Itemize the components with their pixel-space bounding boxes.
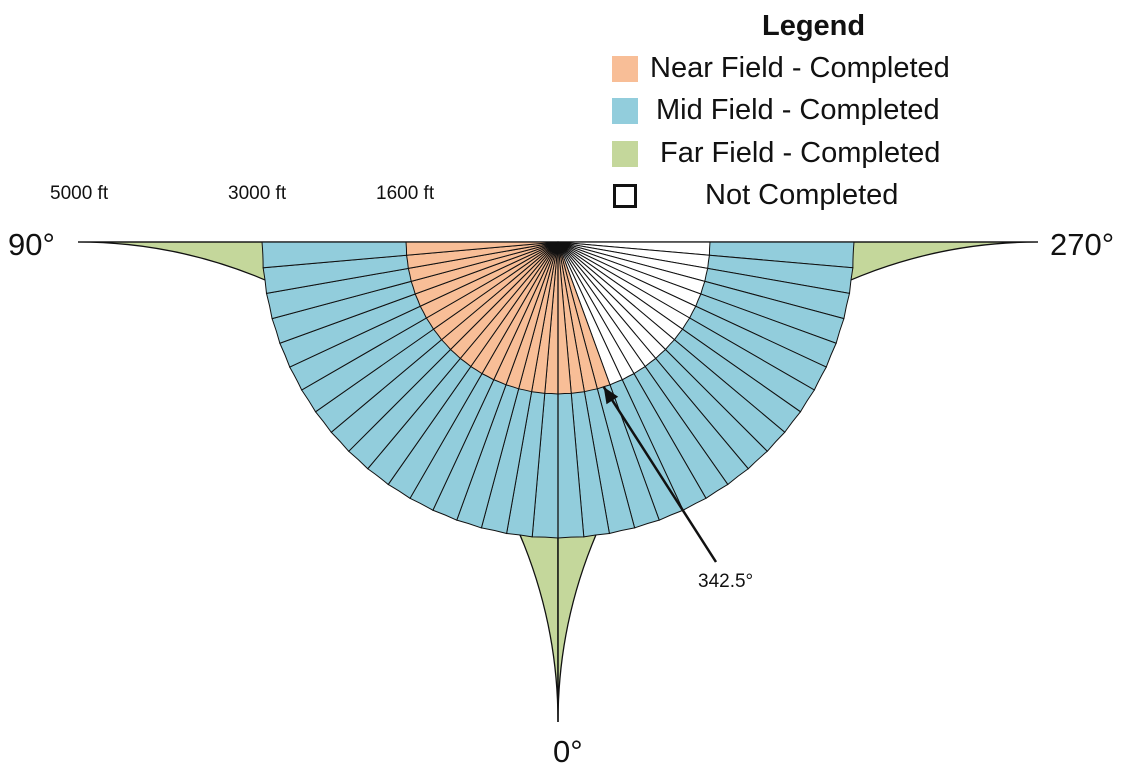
callout-label: 342.5° xyxy=(698,571,754,592)
legend-swatch-far xyxy=(612,141,638,167)
distance-label-far: 5000 ft xyxy=(50,183,109,204)
direction-label-270: 270° xyxy=(1050,227,1115,262)
legend-item-near: Near Field - Completed xyxy=(600,52,1000,88)
direction-label-0: 0° xyxy=(553,734,583,769)
legend-label-near: Near Field - Completed xyxy=(650,52,950,84)
legend-label-not-completed: Not Completed xyxy=(705,179,899,211)
legend-swatch-near xyxy=(612,56,638,82)
legend-title: Legend xyxy=(762,10,866,42)
distance-label-mid: 3000 ft xyxy=(228,183,287,204)
legend-label-far: Far Field - Completed xyxy=(660,137,941,169)
callout-arrowhead xyxy=(603,387,619,405)
legend-swatch-not-completed xyxy=(613,184,637,208)
legend-item-far: Far Field - Completed xyxy=(600,137,1000,173)
callout-arrow xyxy=(602,386,718,563)
legend-swatch-mid xyxy=(612,98,638,124)
legend: Legend Near Field - Completed Mid Field … xyxy=(600,6,1000,216)
legend-item-mid: Mid Field - Completed xyxy=(600,94,1000,130)
callout-line xyxy=(602,386,718,563)
distance-label-near: 1600 ft xyxy=(376,183,435,204)
direction-label-90: 90° xyxy=(8,227,55,262)
near-field-ring xyxy=(405,241,711,395)
legend-item-not-completed: Not Completed xyxy=(600,179,1000,215)
sector-dividers xyxy=(78,241,1038,722)
legend-label-mid: Mid Field - Completed xyxy=(656,94,940,126)
